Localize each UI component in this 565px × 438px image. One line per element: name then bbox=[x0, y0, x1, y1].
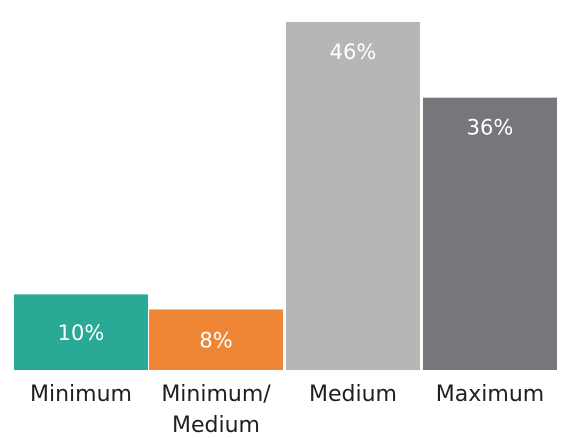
bar-data-label: 8% bbox=[199, 329, 232, 353]
x-axis-tick-labels: Minimum Minimum/Medium Medium Maximum bbox=[30, 382, 544, 438]
bar bbox=[14, 294, 148, 370]
x-tick-label: Minimum/ bbox=[161, 382, 271, 407]
bar bbox=[286, 22, 420, 370]
data-labels-group: 10% 8% 46% 36% bbox=[58, 40, 514, 353]
bar-data-label: 36% bbox=[467, 116, 514, 140]
x-tick-label: Medium bbox=[172, 413, 260, 438]
x-tick-label: Maximum bbox=[436, 382, 544, 407]
bar-data-label: 10% bbox=[58, 321, 105, 345]
x-tick-label: Minimum bbox=[30, 382, 132, 407]
bar-data-label: 46% bbox=[330, 40, 377, 64]
bars-group bbox=[14, 22, 557, 371]
bar bbox=[423, 97, 557, 371]
bar bbox=[149, 309, 283, 370]
x-tick-label: Medium bbox=[309, 382, 397, 407]
